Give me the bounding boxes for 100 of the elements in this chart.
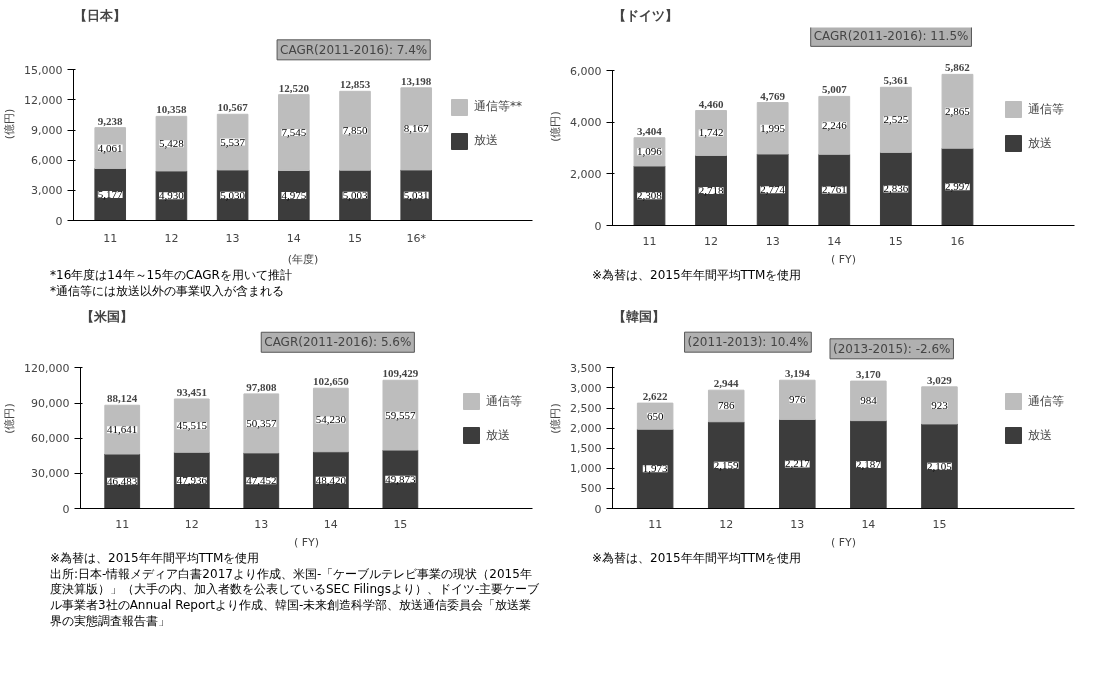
annotation: CAGR(2011-2016): 11.5% (813, 29, 969, 44)
total-label: 3,170 (856, 368, 882, 381)
bar (104, 453, 141, 509)
data-label: 1,995 (760, 121, 786, 134)
x-axis-title: ( FY) (830, 252, 857, 266)
bar (312, 387, 349, 453)
x-tick-label: 12 (184, 517, 199, 531)
bar (400, 169, 433, 221)
total-label: 109,429 (382, 367, 419, 380)
total-label: 5,361 (883, 74, 909, 87)
y-tick-label: 2,000 (570, 422, 602, 436)
x-tick-label: 13 (790, 517, 805, 531)
legend-label: 放送 (1028, 134, 1052, 152)
data-label: 5,428 (159, 137, 185, 150)
total-label: 5,007 (821, 83, 848, 96)
bar (155, 170, 188, 221)
data-label: 1,742 (698, 126, 724, 139)
total-label: 88,124 (107, 392, 138, 405)
bar (879, 86, 912, 153)
y-tick-label: 12,000 (24, 93, 63, 107)
total-label: 13,198 (401, 74, 432, 87)
bar (695, 154, 727, 226)
data-label: 923 (931, 399, 949, 412)
annotation: (2011-2013): 10.4% (687, 335, 809, 350)
bar (155, 115, 188, 172)
y-tick-label: 0 (62, 502, 70, 516)
total-label: 102,650 (312, 375, 350, 388)
y-tick-label: 500 (580, 482, 602, 496)
y-tick-label: 3,000 (31, 184, 63, 198)
y-axis-title: (億円) (549, 403, 563, 434)
bar (941, 73, 974, 149)
data-label: 4,061 (97, 141, 123, 154)
data-label: 45,515 (176, 419, 208, 432)
chart-title: 【ドイツ】 (612, 7, 678, 23)
data-label: 4,930 (159, 189, 185, 202)
legend-label: 通信等 (1028, 100, 1064, 118)
x-tick-label: 14 (861, 517, 876, 531)
data-label: 2,718 (698, 183, 724, 196)
x-tick-label: 11 (103, 231, 118, 245)
y-tick-label: 90,000 (31, 397, 70, 411)
x-tick-label: 16* (406, 231, 427, 245)
text: ※為替は、2015年年間平均TTMを使用 (592, 551, 802, 567)
bar (278, 169, 310, 221)
legend-label: 通信等 (486, 392, 522, 410)
text: *16年度は14年～15年のCAGRを用いて推計 (50, 268, 292, 284)
text: ※為替は、2015年年間平均TTMを使用 (50, 551, 261, 567)
bar (636, 402, 674, 430)
bar (779, 379, 816, 421)
bar (339, 90, 371, 171)
data-label: 984 (860, 394, 878, 407)
bar (756, 102, 789, 155)
bar (818, 153, 851, 226)
data-label: 2,761 (821, 183, 847, 196)
bar (633, 165, 666, 226)
bar (94, 127, 127, 169)
data-label: 54,230 (315, 413, 347, 426)
x-tick-label: 11 (115, 517, 130, 531)
y-tick-label: 15,000 (24, 63, 63, 77)
data-label: 1,096 (637, 145, 663, 158)
y-tick-label: 30,000 (31, 467, 70, 481)
bar (104, 404, 141, 455)
bar (707, 389, 745, 423)
total-label: 97,808 (246, 381, 277, 394)
data-label: 2,217 (784, 457, 811, 470)
bar (382, 449, 419, 509)
x-axis-title: ( FY) (293, 535, 320, 549)
chart-title: 【韓国】 (612, 308, 665, 324)
x-tick-label: 14 (323, 517, 338, 531)
total-label: 10,358 (156, 103, 188, 116)
bar (243, 393, 280, 454)
total-label: 9,238 (97, 114, 124, 127)
bar (756, 153, 789, 226)
data-label: 2,187 (856, 458, 882, 471)
bar (879, 151, 912, 226)
data-label: 2,997 (945, 180, 971, 193)
data-label: 2,308 (637, 189, 663, 202)
data-label: 5,003 (342, 188, 368, 201)
data-label: 2,159 (713, 458, 740, 471)
y-tick-label: 6,000 (31, 154, 63, 168)
data-label: 5,031 (403, 188, 429, 201)
total-label: 10,567 (217, 101, 249, 114)
legend-label: 通信等** (474, 98, 522, 115)
x-tick-label: 12 (164, 231, 179, 245)
y-tick-label: 1,500 (570, 442, 602, 456)
total-label: 93,451 (176, 386, 207, 399)
x-tick-label: 15 (932, 517, 947, 531)
y-tick-label: 0 (594, 219, 602, 233)
y-tick-label: 120,000 (24, 362, 70, 376)
data-label: 2,774 (760, 183, 786, 196)
y-tick-label: 4,000 (570, 116, 602, 130)
x-axis-title: (年度) (287, 252, 319, 266)
bar (695, 110, 727, 156)
x-tick-label: 11 (642, 234, 657, 248)
bar (707, 421, 745, 509)
legend-label: 放送 (474, 132, 498, 149)
total-label: 2,622 (642, 390, 669, 403)
data-label: 2,865 (945, 104, 971, 117)
data-label: 5,030 (220, 188, 246, 201)
bar (243, 452, 280, 509)
bar (339, 169, 371, 221)
